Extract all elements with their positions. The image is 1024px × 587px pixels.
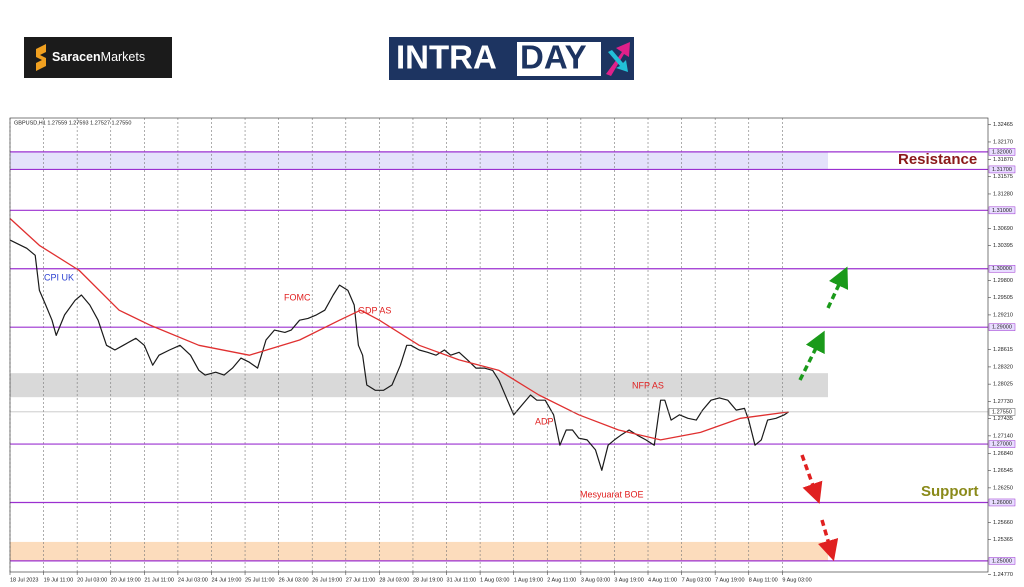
last-price-label: 1.27550	[992, 409, 1012, 415]
logo-bg	[24, 37, 172, 78]
x-tick-label: 20 Jul 19:00	[111, 577, 141, 583]
level-label: 1.31700	[992, 167, 1012, 173]
x-tick-label: 20 Jul 03:00	[77, 577, 107, 583]
level-tag	[988, 264, 1016, 273]
y-tick-label: 1.32170	[993, 139, 1013, 145]
annotation: ADP	[535, 416, 554, 426]
last-price-tag	[988, 408, 1016, 416]
down-arrow	[817, 519, 839, 562]
annotation: Resistance	[898, 151, 977, 168]
broker-name-a: Saracen	[52, 50, 101, 64]
x-tick-label: 27 Jul 11:00	[346, 577, 376, 583]
x-tick-label: 2 Aug 11:00	[547, 577, 576, 583]
down-arrow	[800, 454, 823, 504]
y-tick-label: 1.25660	[993, 520, 1013, 526]
level-tag	[988, 148, 1016, 156]
y-tick-label: 1.31280	[993, 191, 1013, 197]
y-tick-label: 1.31575	[993, 174, 1013, 180]
x-tick-label: 25 Jul 11:00	[245, 577, 275, 583]
annotation: Support	[921, 483, 979, 500]
zone	[10, 541, 828, 561]
level-tag	[988, 440, 1016, 448]
y-tick-label: 1.26250	[993, 485, 1013, 491]
annotation: CPI UK	[44, 272, 74, 282]
y-tick-label: 1.26840	[993, 451, 1013, 457]
x-tick-label: 26 Jul 03:00	[279, 577, 309, 583]
broker-logo: SaracenMarkets	[24, 37, 172, 78]
y-tick-label: 1.25365	[993, 537, 1013, 543]
zone	[10, 373, 828, 398]
x-tick-label: 31 Jul 11:00	[447, 577, 477, 583]
logo-arrow	[608, 50, 628, 72]
up-arrow	[826, 266, 849, 309]
y-tick-label: 1.29800	[993, 278, 1013, 284]
level-tag	[988, 165, 1016, 174]
broker-name-b: Markets	[101, 50, 145, 64]
symbol-info: GBPUSD,H1 1.27559 1.27593 1.27527 1.2755…	[14, 120, 131, 126]
logo-box	[517, 42, 601, 76]
level-tag	[988, 323, 1016, 331]
y-tick-label: 1.30395	[993, 243, 1013, 249]
x-tick-label: 3 Aug 03:00	[581, 577, 610, 583]
x-tick-label: 18 Jul 2023	[10, 577, 38, 583]
logo-icon	[36, 44, 46, 71]
x-tick-label: 8 Aug 11:00	[749, 577, 778, 583]
level-tag	[988, 206, 1016, 215]
y-tick-label: 1.27730	[993, 399, 1013, 405]
annotation: Mesyuarat BOE	[580, 489, 644, 499]
scenario-arrows	[798, 266, 849, 562]
level-label: 1.32000	[992, 149, 1012, 155]
level-label: 1.30000	[992, 266, 1012, 272]
level-tag	[988, 557, 1016, 565]
y-tick-label: 1.26545	[993, 468, 1013, 474]
y-tick-label: 1.28025	[993, 382, 1013, 388]
zone	[10, 151, 828, 170]
y-tick-label: 1.27435	[993, 416, 1013, 422]
broker-name: SaracenMarkets	[52, 50, 145, 64]
logo-text-b: DAY	[520, 39, 587, 76]
x-tick-label: 21 Jul 11:00	[144, 577, 174, 583]
x-tick-label: 1 Aug 19:00	[514, 577, 543, 583]
level-label: 1.27000	[992, 441, 1012, 447]
level-label: 1.25000	[992, 558, 1012, 564]
x-tick-label: 1 Aug 03:00	[480, 577, 509, 583]
y-tick-label: 1.30690	[993, 226, 1013, 232]
x-tick-label: 4 Aug 11:00	[648, 577, 677, 583]
level-label: 1.26000	[992, 500, 1012, 506]
level-label: 1.31000	[992, 208, 1012, 214]
x-tick-label: 3 Aug 19:00	[614, 577, 643, 583]
annotation: FOMC	[284, 292, 311, 302]
intraday-logo: INTRA DAY	[389, 37, 634, 80]
annotation: NFP AS	[632, 380, 664, 390]
y-tick-label: 1.29505	[993, 295, 1013, 301]
x-tick-label: 9 Aug 03:00	[782, 577, 811, 583]
y-tick-label: 1.31870	[993, 157, 1013, 163]
x-tick-label: 26 Jul 19:00	[312, 577, 342, 583]
x-tick-label: 28 Jul 19:00	[413, 577, 443, 583]
y-tick-label: 1.27140	[993, 433, 1013, 439]
y-tick-label: 1.24770	[993, 572, 1013, 578]
x-tick-label: 7 Aug 03:00	[682, 577, 711, 583]
level-label: 1.29000	[992, 325, 1012, 331]
x-tick-label: 24 Jul 19:00	[211, 577, 241, 583]
plot-frame	[9, 117, 989, 573]
y-tick-label: 1.28615	[993, 347, 1013, 353]
y-tick-label: 1.32465	[993, 122, 1013, 128]
plot-area	[9, 118, 988, 575]
y-tick-label: 1.28320	[993, 364, 1013, 370]
up-arrow	[798, 330, 825, 381]
annotation: GDP AS	[358, 305, 391, 315]
price-line	[9, 239, 789, 471]
y-tick-label: 1.29210	[993, 312, 1013, 318]
level-tag	[988, 498, 1016, 507]
x-tick-label: 19 Jul 11:00	[44, 577, 74, 583]
x-tick-label: 7 Aug 19:00	[715, 577, 744, 583]
moving-average	[9, 218, 789, 441]
x-tick-label: 28 Jul 03:00	[379, 577, 409, 583]
logo-text-a: INTRA	[396, 39, 497, 76]
x-tick-label: 24 Jul 03:00	[178, 577, 208, 583]
